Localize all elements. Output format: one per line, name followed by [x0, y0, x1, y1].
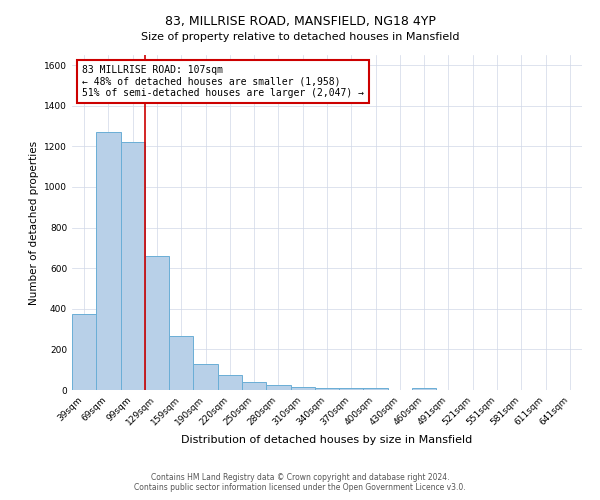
- Bar: [412, 388, 436, 390]
- Bar: [145, 256, 169, 390]
- Bar: [72, 314, 96, 390]
- Bar: [169, 336, 193, 390]
- Text: 83 MILLRISE ROAD: 107sqm
← 48% of detached houses are smaller (1,958)
51% of sem: 83 MILLRISE ROAD: 107sqm ← 48% of detach…: [82, 65, 364, 98]
- Text: Size of property relative to detached houses in Mansfield: Size of property relative to detached ho…: [141, 32, 459, 42]
- Bar: [339, 388, 364, 390]
- Bar: [96, 132, 121, 390]
- Bar: [315, 388, 339, 390]
- Bar: [364, 388, 388, 390]
- Text: Contains HM Land Registry data © Crown copyright and database right 2024.
Contai: Contains HM Land Registry data © Crown c…: [134, 473, 466, 492]
- Bar: [266, 385, 290, 390]
- Text: 83, MILLRISE ROAD, MANSFIELD, NG18 4YP: 83, MILLRISE ROAD, MANSFIELD, NG18 4YP: [164, 15, 436, 28]
- Bar: [290, 387, 315, 390]
- Bar: [193, 364, 218, 390]
- X-axis label: Distribution of detached houses by size in Mansfield: Distribution of detached houses by size …: [181, 436, 473, 446]
- Y-axis label: Number of detached properties: Number of detached properties: [29, 140, 38, 304]
- Bar: [218, 375, 242, 390]
- Bar: [121, 142, 145, 390]
- Bar: [242, 382, 266, 390]
